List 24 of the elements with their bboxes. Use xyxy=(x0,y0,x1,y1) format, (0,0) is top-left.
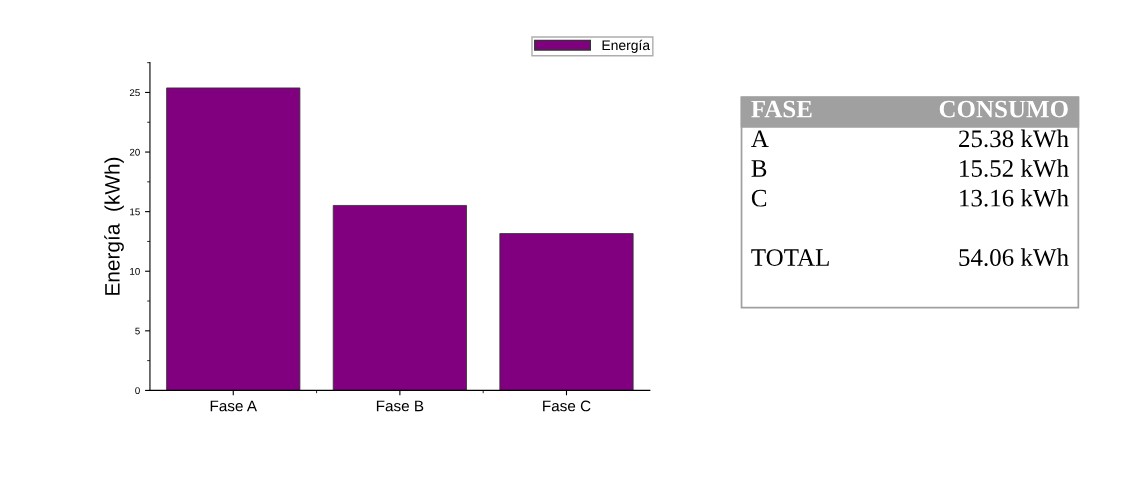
text: A xyxy=(751,130,769,147)
bar xyxy=(332,205,467,391)
bar xyxy=(166,87,301,391)
text: 25.38 kWh xyxy=(959,129,1069,148)
legend-label: Energía xyxy=(602,39,651,53)
y-axis-title: Energía (kWh) xyxy=(104,157,124,295)
text: C xyxy=(751,189,767,207)
text: FASE xyxy=(751,100,812,118)
y-tick-label: 10 xyxy=(130,267,140,275)
bar xyxy=(499,233,634,391)
y-tick-label: 5 xyxy=(135,327,140,335)
y-tick-label: 20 xyxy=(129,148,140,156)
y-tick-label: 0 xyxy=(135,387,140,395)
text: CONSUMO xyxy=(939,100,1068,118)
text: TOTAL xyxy=(751,249,829,266)
y-tick-label: 15 xyxy=(130,208,140,216)
x-tick-label: Fase A xyxy=(210,400,258,412)
x-tick-label: Fase C xyxy=(543,400,591,412)
text: 15.52 kWh xyxy=(960,159,1069,178)
x-tick-label: Fase B xyxy=(376,400,424,412)
y-tick-label: 25 xyxy=(129,89,140,97)
text: B xyxy=(751,160,767,177)
text: 13.16 kWh xyxy=(960,188,1069,207)
text: 54.06 kWh xyxy=(959,248,1069,267)
